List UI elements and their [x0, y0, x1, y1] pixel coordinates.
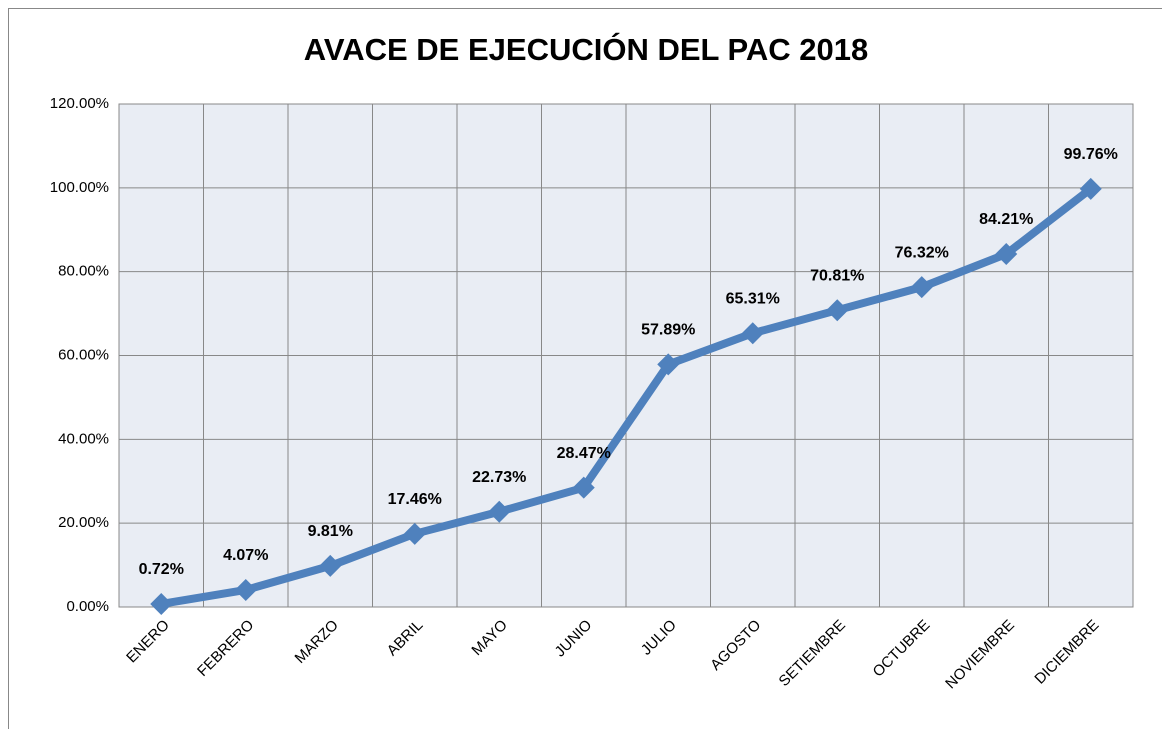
data-label: 22.73% [472, 469, 526, 486]
data-label: 17.46% [388, 491, 442, 508]
data-label: 28.47% [557, 445, 611, 462]
data-label: 84.21% [979, 211, 1033, 228]
point-marker [150, 592, 173, 615]
point-marker [826, 299, 849, 322]
data-label: 70.81% [810, 267, 864, 284]
point-marker [234, 578, 257, 601]
y-tick-label: 80.00% [58, 263, 109, 280]
y-tick-label: 20.00% [58, 514, 109, 531]
data-label: 99.76% [1064, 146, 1118, 163]
point-marker [657, 353, 680, 376]
point-marker [1079, 177, 1102, 200]
point-marker [910, 276, 933, 299]
point-marker [572, 476, 595, 499]
series-line [160, 185, 1094, 608]
data-label: 0.72% [139, 561, 184, 578]
data-label: 65.31% [726, 290, 780, 307]
y-tick-label: 60.00% [58, 346, 109, 363]
point-marker [488, 500, 511, 523]
data-label: 76.32% [895, 244, 949, 261]
data-label: 57.89% [641, 322, 695, 339]
y-tick-label: 0.00% [66, 598, 109, 615]
data-label: 4.07% [223, 547, 268, 564]
y-tick-label: 40.00% [58, 430, 109, 447]
point-marker [741, 322, 764, 345]
data-label: 9.81% [308, 523, 353, 540]
y-tick-label: 100.00% [50, 179, 109, 196]
point-marker [403, 522, 426, 545]
point-marker [995, 243, 1018, 266]
chart-title: AVACE DE EJECUCIÓN DEL PAC 2018 [304, 31, 868, 67]
point-marker [319, 554, 342, 577]
y-tick-label: 120.00% [50, 95, 109, 112]
